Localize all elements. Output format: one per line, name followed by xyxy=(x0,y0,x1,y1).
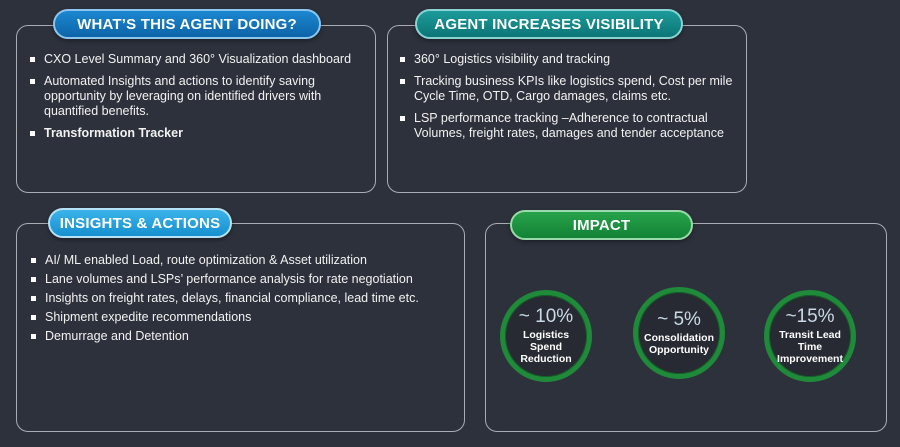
bullet-icon xyxy=(31,258,36,263)
list-item-text: 360° Logistics visibility and tracking xyxy=(414,52,611,66)
metric-value: ~ 5% xyxy=(657,309,701,330)
list-item-text: Demurrage and Detention xyxy=(45,329,189,343)
metric-circle-logistics-spend: ~ 10% Logistics Spend Reduction xyxy=(500,290,592,382)
agent-doing-list: CXO Level Summary and 360° Visualization… xyxy=(30,52,360,141)
metric-label: Logistics Spend Reduction xyxy=(520,329,572,365)
insights-panel xyxy=(16,223,465,432)
list-item-text: Shipment expedite recommendations xyxy=(45,310,252,324)
list-item: Demurrage and Detention xyxy=(31,329,456,344)
metric-circle-consolidation: ~ 5% Consolidation Opportunity xyxy=(633,287,725,379)
bullet-icon xyxy=(31,277,36,282)
list-item: CXO Level Summary and 360° Visualization… xyxy=(30,52,360,67)
list-item: LSP performance tracking –Adherence to c… xyxy=(400,111,735,141)
bullet-icon xyxy=(30,79,35,84)
agent-doing-title: WHAT’S THIS AGENT DOING? xyxy=(53,9,321,39)
list-item: AI/ ML enabled Load, route optimization … xyxy=(31,253,456,268)
metric-label: Transit Lead Time Improvement xyxy=(777,329,843,365)
list-item-text: Tracking business KPIs like logistics sp… xyxy=(414,74,733,103)
visibility-list: 360° Logistics visibility and tracking T… xyxy=(400,52,735,141)
list-item-text: Transformation Tracker xyxy=(44,126,183,140)
bullet-icon xyxy=(31,296,36,301)
metric-value: ~ 10% xyxy=(518,306,574,327)
bullet-icon xyxy=(400,57,405,62)
metric-label: Consolidation Opportunity xyxy=(644,332,714,356)
list-item: Tracking business KPIs like logistics sp… xyxy=(400,74,735,104)
bullet-icon xyxy=(30,57,35,62)
bullet-icon xyxy=(31,315,36,320)
list-item-text: LSP performance tracking –Adherence to c… xyxy=(414,111,724,140)
bullet-icon xyxy=(30,131,35,136)
bullet-icon xyxy=(31,334,36,339)
list-item: Shipment expedite recommendations xyxy=(31,310,456,325)
list-item: Transformation Tracker xyxy=(30,126,360,141)
metric-circle-transit-lead-time: ~15% Transit Lead Time Improvement xyxy=(764,290,856,382)
insights-list: AI/ ML enabled Load, route optimization … xyxy=(31,253,456,344)
bullet-icon xyxy=(400,116,405,121)
list-item: Lane volumes and LSPs’ performance analy… xyxy=(31,272,456,287)
visibility-title: AGENT INCREASES VISIBILITY xyxy=(415,9,683,39)
impact-title: IMPACT xyxy=(510,210,693,240)
insights-title: INSIGHTS & ACTIONS xyxy=(48,208,232,238)
list-item-text: Automated Insights and actions to identi… xyxy=(44,74,322,118)
list-item: Insights on freight rates, delays, finan… xyxy=(31,291,456,306)
list-item: Automated Insights and actions to identi… xyxy=(30,74,360,119)
bullet-icon xyxy=(400,79,405,84)
metric-value: ~15% xyxy=(785,306,835,327)
list-item-text: Lane volumes and LSPs’ performance analy… xyxy=(45,272,413,286)
list-item-text: AI/ ML enabled Load, route optimization … xyxy=(45,253,367,267)
list-item-text: CXO Level Summary and 360° Visualization… xyxy=(44,52,352,66)
list-item-text: Insights on freight rates, delays, finan… xyxy=(45,291,419,305)
list-item: 360° Logistics visibility and tracking xyxy=(400,52,735,67)
